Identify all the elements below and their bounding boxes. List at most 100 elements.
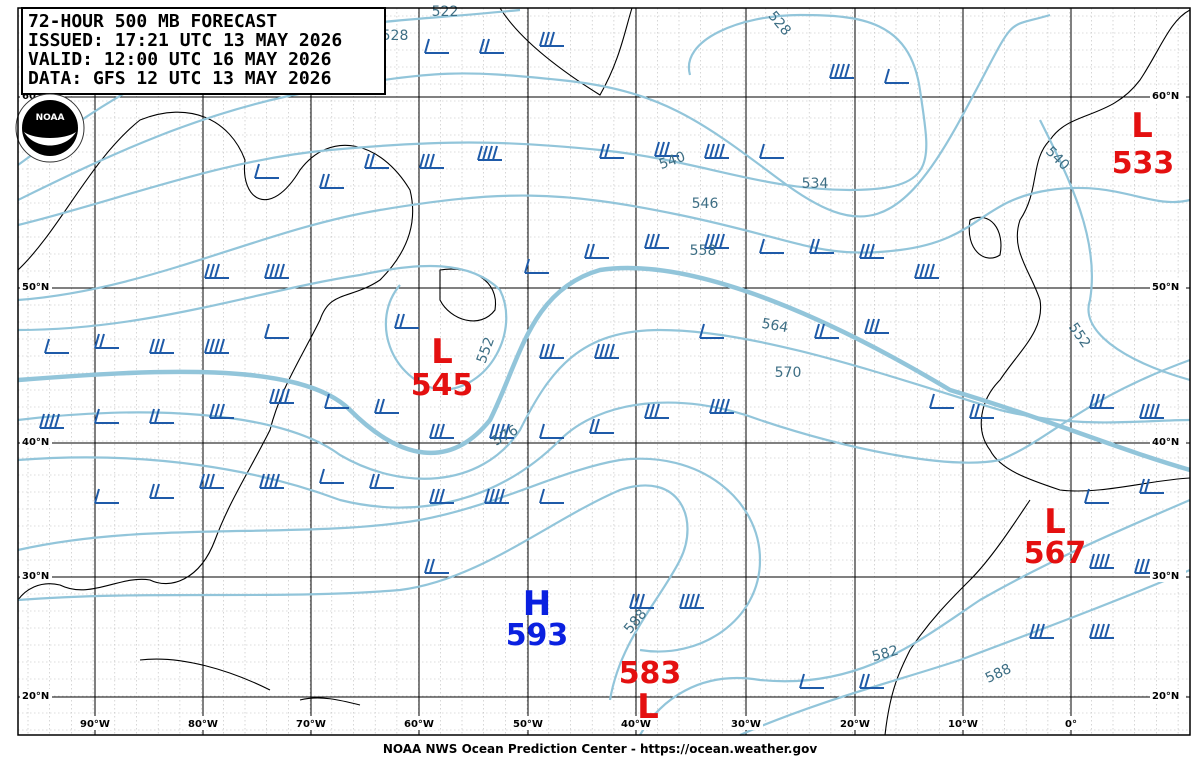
barb-feather bbox=[874, 318, 880, 334]
barb-feather bbox=[1094, 393, 1100, 409]
barb-feather bbox=[364, 153, 370, 169]
center-value: 593 bbox=[506, 618, 569, 653]
barb-feather bbox=[279, 263, 285, 279]
barb-feather bbox=[94, 488, 100, 504]
barb-feather bbox=[99, 333, 105, 349]
lat-label-box bbox=[20, 569, 52, 582]
wind-barb bbox=[429, 423, 454, 439]
lat-label: 20°N bbox=[1152, 691, 1179, 702]
barb-feather bbox=[494, 423, 500, 439]
wind-barb bbox=[149, 338, 174, 354]
lat-label: 30°N bbox=[1152, 571, 1179, 582]
barb-feather bbox=[1029, 623, 1035, 639]
barb-feather bbox=[694, 593, 700, 609]
wind-barb bbox=[699, 323, 724, 339]
barb-feather bbox=[429, 488, 435, 504]
barb-feather bbox=[1039, 623, 1045, 639]
barb-feather bbox=[1134, 558, 1140, 574]
barb-feather bbox=[394, 313, 400, 329]
barb-feather bbox=[1099, 393, 1105, 409]
barb-feather bbox=[424, 38, 430, 54]
barb-feather bbox=[39, 413, 45, 429]
barb-feather bbox=[714, 398, 720, 414]
barb-feather bbox=[1144, 403, 1150, 419]
wind-barb bbox=[859, 673, 884, 689]
wind-barb bbox=[364, 153, 389, 169]
wind-barb bbox=[259, 473, 284, 489]
barb-feather bbox=[159, 338, 165, 354]
barb-feather bbox=[149, 338, 155, 354]
header-line: VALID: 12:00 UTC 16 MAY 2026 bbox=[28, 49, 331, 70]
wind-barbs bbox=[39, 31, 1164, 689]
barb-feather bbox=[589, 243, 595, 259]
wind-barb bbox=[539, 343, 564, 359]
barb-feather bbox=[1094, 553, 1100, 569]
lon-label-box bbox=[294, 716, 328, 730]
footer: NOAA NWS Ocean Prediction Center - https… bbox=[383, 742, 817, 756]
barb-feather bbox=[1034, 623, 1040, 639]
wind-barb bbox=[324, 393, 349, 409]
wind-barb bbox=[539, 31, 564, 47]
barb-feather bbox=[1094, 623, 1100, 639]
barb-feather bbox=[549, 343, 555, 359]
wind-barb bbox=[599, 143, 624, 159]
barb-feather bbox=[1089, 553, 1095, 569]
barb-feather bbox=[419, 153, 425, 169]
lat-label-box bbox=[20, 689, 52, 702]
barb-feather bbox=[594, 418, 600, 434]
wind-barb bbox=[539, 488, 564, 504]
barb-feather bbox=[439, 423, 445, 439]
wind-barb bbox=[254, 163, 279, 179]
barb-feather bbox=[664, 141, 670, 157]
barb-feather bbox=[544, 31, 550, 47]
wind-barb bbox=[629, 593, 654, 609]
lon-label-box bbox=[1054, 716, 1088, 730]
barb-feather bbox=[649, 233, 655, 249]
wind-barb bbox=[759, 143, 784, 159]
barb-feather bbox=[1099, 553, 1105, 569]
barb-feather bbox=[714, 233, 720, 249]
wind-barb bbox=[524, 258, 549, 274]
barb-feather bbox=[714, 143, 720, 159]
barb-feather bbox=[704, 233, 710, 249]
lon-label-box bbox=[402, 716, 436, 730]
barb-feather bbox=[399, 313, 405, 329]
barb-feather bbox=[814, 323, 820, 339]
lat-label-box bbox=[1150, 280, 1186, 293]
wind-barb bbox=[679, 593, 704, 609]
wind-barb bbox=[914, 263, 939, 279]
barb-feather bbox=[1154, 403, 1160, 419]
contour-label: 534 bbox=[802, 176, 829, 192]
barb-feather bbox=[429, 423, 435, 439]
barb-feather bbox=[204, 338, 210, 354]
wind-barb bbox=[829, 63, 854, 79]
barb-feather bbox=[149, 483, 155, 499]
lon-label-box bbox=[946, 716, 980, 730]
barb-feather bbox=[284, 388, 290, 404]
barb-feather bbox=[1144, 478, 1150, 494]
barb-feather bbox=[214, 263, 220, 279]
lon-label-box bbox=[511, 716, 545, 730]
barb-feather bbox=[199, 473, 205, 489]
contour-label: 582 bbox=[870, 643, 900, 665]
barb-feather bbox=[599, 143, 605, 159]
wind-barb bbox=[94, 408, 119, 424]
barb-feather bbox=[274, 263, 280, 279]
barb-feather bbox=[489, 423, 495, 439]
barb-feather bbox=[504, 423, 510, 439]
wind-barb bbox=[319, 468, 344, 484]
barb-feather bbox=[324, 173, 330, 189]
header-line: ISSUED: 17:21 UTC 13 MAY 2026 bbox=[28, 30, 342, 51]
lon-label: 30°W bbox=[731, 719, 761, 730]
center-value: 583 bbox=[619, 656, 682, 691]
barb-feather bbox=[487, 145, 493, 161]
wind-barb bbox=[374, 398, 399, 414]
barb-feather bbox=[477, 145, 483, 161]
center-letter: L bbox=[1044, 502, 1066, 542]
lat-label: 60°N bbox=[22, 91, 49, 102]
lon-label: 0° bbox=[1065, 719, 1077, 730]
barb-feather bbox=[644, 233, 650, 249]
